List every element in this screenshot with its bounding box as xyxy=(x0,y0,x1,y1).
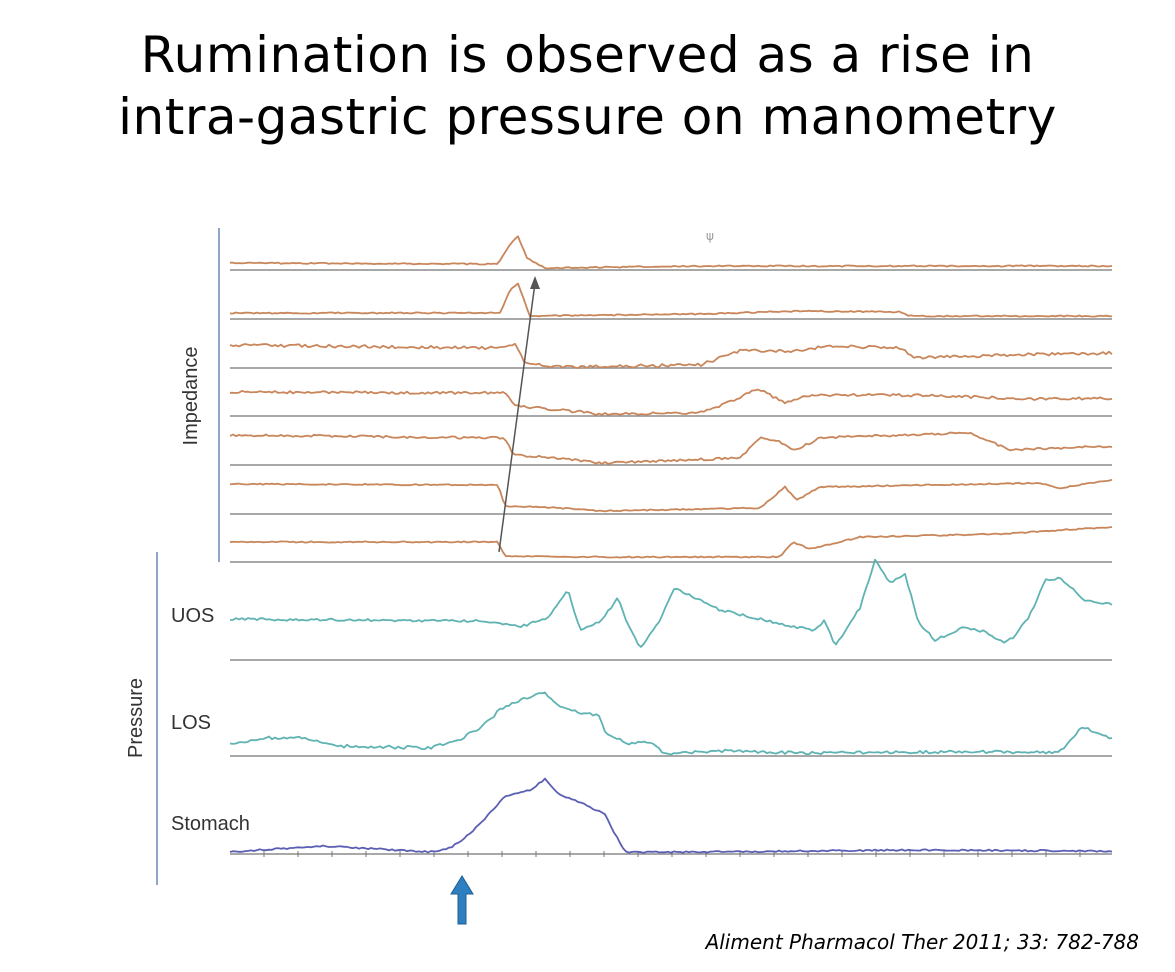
pressure-trace-stomach xyxy=(229,777,1113,854)
pressure-rise-arrow xyxy=(450,875,474,925)
impedance-trace-2 xyxy=(230,282,1113,318)
pressure-trace-uos xyxy=(229,558,1113,648)
uos-channel-label: UOS xyxy=(171,605,214,627)
impedance-trace-5 xyxy=(229,431,1113,465)
slide-title-line-1: Rumination is observed as a rise in xyxy=(140,26,1035,84)
impedance-trace-6 xyxy=(229,478,1113,513)
pressure-group-label: Pressure xyxy=(125,678,147,758)
impedance-trace-3 xyxy=(229,342,1113,369)
citation: Aliment Pharmacol Ther 2011; 33: 782-788 xyxy=(705,930,1139,954)
impedance-group-label: Impedance xyxy=(180,347,202,446)
impedance-trace-1 xyxy=(230,235,1113,270)
los-channel-label: LOS xyxy=(171,712,211,734)
slide-title-line-2: intra-gastric pressure on manometry xyxy=(118,88,1057,146)
slide-title: Rumination is observed as a rise in intr… xyxy=(0,24,1175,148)
pressure-trace-los xyxy=(229,691,1113,756)
stomach-channel-label: Stomach xyxy=(171,813,250,835)
bolus-movement-arrow xyxy=(498,276,540,553)
impedance-trace-7 xyxy=(229,526,1113,559)
event-marker: ψ xyxy=(706,229,714,243)
impedance-trace-4 xyxy=(230,388,1113,416)
